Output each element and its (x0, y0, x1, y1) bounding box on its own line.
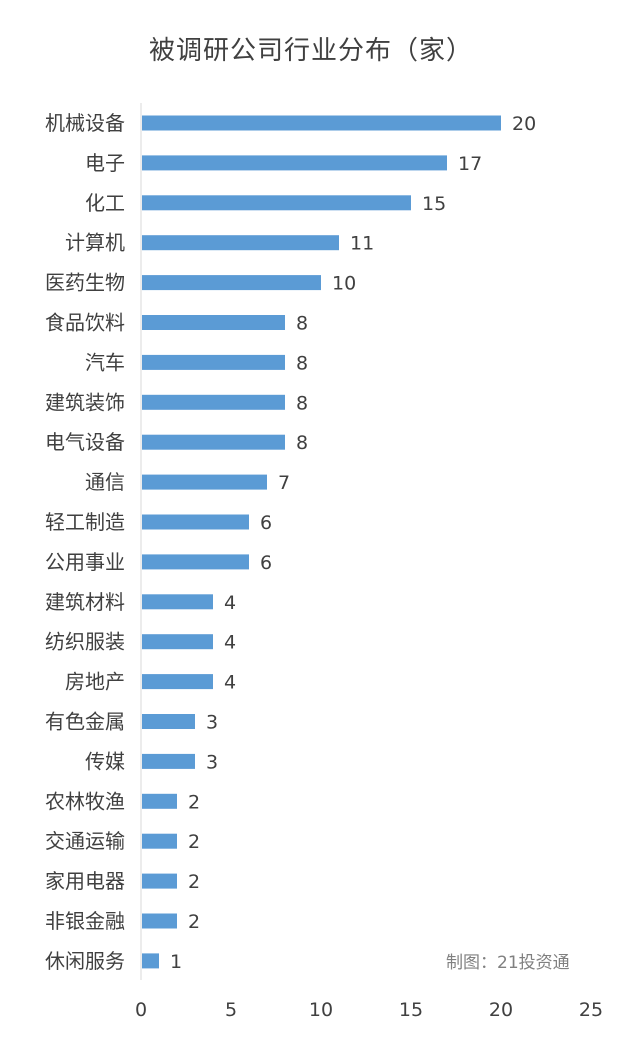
bar (142, 354, 285, 370)
category-label: 有色金属 (45, 710, 125, 734)
bar (142, 315, 285, 330)
data-label: 17 (458, 153, 482, 175)
x-tick-label: 25 (579, 999, 603, 1021)
bar (142, 753, 195, 769)
category-label: 化工 (85, 191, 125, 215)
category-label: 传媒 (85, 749, 125, 773)
x-tick-label: 15 (399, 999, 423, 1021)
data-label: 2 (188, 831, 200, 853)
bar (142, 793, 177, 809)
category-label: 农林牧渔 (45, 789, 125, 813)
bar (142, 714, 195, 729)
category-label: 非银金融 (45, 909, 125, 933)
data-label: 4 (224, 672, 236, 694)
category-label: 建筑材料 (45, 590, 125, 614)
bar (142, 115, 501, 131)
bar (142, 474, 267, 490)
category-label: 计算机 (65, 231, 125, 255)
bar (142, 155, 447, 171)
category-label: 休闲服务 (45, 949, 125, 973)
bar (142, 634, 213, 650)
bar (142, 674, 213, 690)
data-label: 11 (350, 233, 374, 255)
category-label: 纺织服装 (45, 630, 125, 654)
bar (142, 873, 177, 889)
category-label: 房地产 (65, 670, 125, 694)
category-label: 电气设备 (45, 430, 125, 454)
bar (142, 394, 285, 410)
data-label: 2 (188, 871, 200, 893)
data-label: 3 (206, 751, 218, 773)
data-label: 2 (188, 911, 200, 933)
data-label: 1 (170, 951, 182, 973)
data-label: 10 (332, 273, 356, 295)
data-label: 7 (278, 472, 290, 494)
chart-title: 被调研公司行业分布（家） (148, 36, 473, 66)
source-note: 制图：21投资通 (446, 953, 570, 973)
bar (142, 554, 249, 570)
x-tick-label: 10 (309, 999, 333, 1021)
category-label: 通信 (85, 470, 125, 494)
x-tick-label: 20 (489, 999, 513, 1021)
bar (142, 833, 177, 849)
bar (142, 953, 159, 969)
data-label: 20 (512, 113, 536, 135)
bar (142, 275, 321, 291)
bar (142, 195, 411, 211)
x-tick-label: 5 (225, 999, 237, 1021)
bar (142, 434, 285, 450)
data-label: 8 (296, 392, 308, 414)
category-label: 公用事业 (45, 550, 125, 574)
data-label: 6 (260, 512, 272, 534)
category-label: 家用电器 (45, 869, 125, 893)
category-label: 交通运输 (45, 829, 125, 853)
data-label: 6 (260, 552, 272, 574)
bar (142, 913, 177, 929)
data-label: 8 (296, 313, 308, 335)
category-label: 机械设备 (45, 111, 125, 135)
data-label: 15 (422, 193, 446, 215)
data-label: 2 (188, 791, 200, 813)
category-label: 电子 (85, 151, 125, 175)
data-label: 3 (206, 712, 218, 734)
bar (142, 594, 213, 610)
data-label: 8 (296, 432, 308, 454)
category-label: 建筑装饰 (45, 390, 125, 414)
x-tick-label: 0 (135, 999, 147, 1021)
category-label: 食品饮料 (45, 311, 125, 335)
category-label: 汽车 (85, 350, 125, 374)
bar (142, 235, 339, 251)
category-label: 轻工制造 (45, 510, 125, 534)
bar (142, 514, 249, 530)
data-label: 8 (296, 352, 308, 374)
category-label: 医药生物 (45, 271, 125, 295)
data-label: 4 (224, 592, 236, 614)
data-label: 4 (224, 632, 236, 654)
